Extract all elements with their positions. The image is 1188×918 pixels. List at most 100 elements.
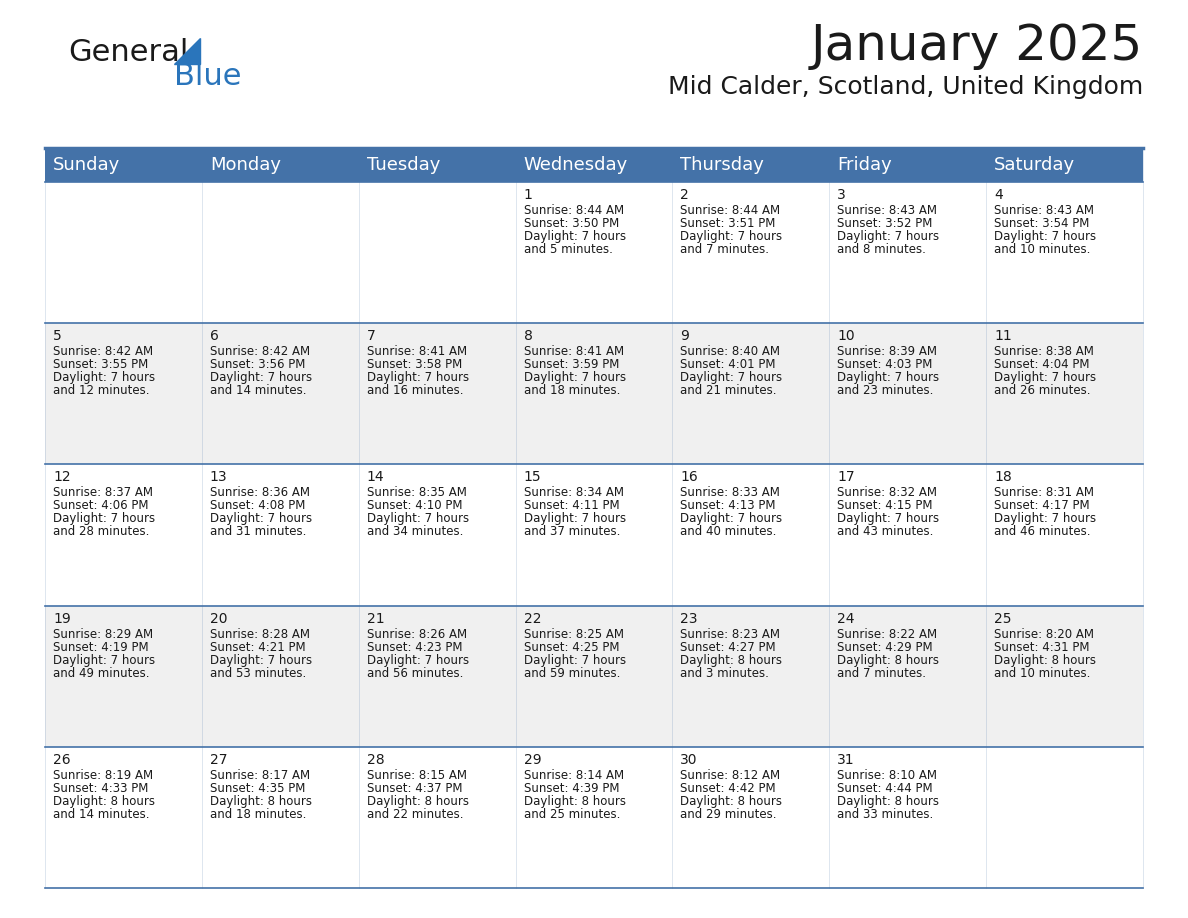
Text: and 18 minutes.: and 18 minutes. bbox=[210, 808, 307, 821]
Text: Daylight: 7 hours: Daylight: 7 hours bbox=[367, 371, 469, 385]
Text: and 8 minutes.: and 8 minutes. bbox=[838, 243, 927, 256]
Text: 22: 22 bbox=[524, 611, 541, 625]
Text: Daylight: 7 hours: Daylight: 7 hours bbox=[681, 371, 783, 385]
Text: 15: 15 bbox=[524, 470, 542, 485]
Text: Daylight: 7 hours: Daylight: 7 hours bbox=[838, 230, 940, 243]
Text: Sunset: 3:56 PM: Sunset: 3:56 PM bbox=[210, 358, 305, 371]
Text: Daylight: 7 hours: Daylight: 7 hours bbox=[367, 512, 469, 525]
Text: and 43 minutes.: and 43 minutes. bbox=[838, 525, 934, 538]
Text: and 53 minutes.: and 53 minutes. bbox=[210, 666, 307, 679]
Text: Sunset: 4:01 PM: Sunset: 4:01 PM bbox=[681, 358, 776, 371]
Text: Daylight: 7 hours: Daylight: 7 hours bbox=[367, 654, 469, 666]
Text: 26: 26 bbox=[53, 753, 70, 767]
Text: Sunrise: 8:41 AM: Sunrise: 8:41 AM bbox=[367, 345, 467, 358]
Text: Sunset: 4:17 PM: Sunset: 4:17 PM bbox=[994, 499, 1089, 512]
Bar bbox=[45, 182, 1143, 323]
Text: Daylight: 7 hours: Daylight: 7 hours bbox=[524, 230, 626, 243]
Text: and 33 minutes.: and 33 minutes. bbox=[838, 808, 934, 821]
Text: Sunset: 4:10 PM: Sunset: 4:10 PM bbox=[367, 499, 462, 512]
Text: 8: 8 bbox=[524, 330, 532, 343]
Text: Sunrise: 8:28 AM: Sunrise: 8:28 AM bbox=[210, 628, 310, 641]
Text: Sunrise: 8:43 AM: Sunrise: 8:43 AM bbox=[838, 204, 937, 217]
Text: Sunrise: 8:22 AM: Sunrise: 8:22 AM bbox=[838, 628, 937, 641]
Text: and 40 minutes.: and 40 minutes. bbox=[681, 525, 777, 538]
Text: Blue: Blue bbox=[173, 62, 241, 91]
Polygon shape bbox=[173, 38, 200, 64]
Text: Thursday: Thursday bbox=[681, 156, 764, 174]
Text: Sunset: 4:27 PM: Sunset: 4:27 PM bbox=[681, 641, 776, 654]
Text: 18: 18 bbox=[994, 470, 1012, 485]
Text: Daylight: 7 hours: Daylight: 7 hours bbox=[210, 654, 312, 666]
Text: 23: 23 bbox=[681, 611, 697, 625]
Text: Sunrise: 8:42 AM: Sunrise: 8:42 AM bbox=[210, 345, 310, 358]
Text: 11: 11 bbox=[994, 330, 1012, 343]
Text: Daylight: 8 hours: Daylight: 8 hours bbox=[681, 654, 783, 666]
Text: Sunset: 4:15 PM: Sunset: 4:15 PM bbox=[838, 499, 933, 512]
Text: 20: 20 bbox=[210, 611, 227, 625]
Text: Sunset: 4:08 PM: Sunset: 4:08 PM bbox=[210, 499, 305, 512]
Text: and 18 minutes.: and 18 minutes. bbox=[524, 385, 620, 397]
Text: Daylight: 8 hours: Daylight: 8 hours bbox=[524, 795, 626, 808]
Text: 14: 14 bbox=[367, 470, 385, 485]
Text: Sunset: 4:29 PM: Sunset: 4:29 PM bbox=[838, 641, 933, 654]
Text: Sunset: 3:52 PM: Sunset: 3:52 PM bbox=[838, 217, 933, 230]
Text: and 31 minutes.: and 31 minutes. bbox=[210, 525, 307, 538]
Text: Daylight: 7 hours: Daylight: 7 hours bbox=[524, 512, 626, 525]
Text: Sunset: 4:33 PM: Sunset: 4:33 PM bbox=[53, 782, 148, 795]
Text: Daylight: 7 hours: Daylight: 7 hours bbox=[53, 654, 156, 666]
Text: and 22 minutes.: and 22 minutes. bbox=[367, 808, 463, 821]
Text: Daylight: 8 hours: Daylight: 8 hours bbox=[367, 795, 469, 808]
Text: 9: 9 bbox=[681, 330, 689, 343]
Text: Sunset: 4:23 PM: Sunset: 4:23 PM bbox=[367, 641, 462, 654]
Text: and 10 minutes.: and 10 minutes. bbox=[994, 243, 1091, 256]
Text: Sunset: 3:54 PM: Sunset: 3:54 PM bbox=[994, 217, 1089, 230]
Text: and 14 minutes.: and 14 minutes. bbox=[210, 385, 307, 397]
Text: Sunrise: 8:34 AM: Sunrise: 8:34 AM bbox=[524, 487, 624, 499]
Text: Sunrise: 8:25 AM: Sunrise: 8:25 AM bbox=[524, 628, 624, 641]
Text: Sunrise: 8:40 AM: Sunrise: 8:40 AM bbox=[681, 345, 781, 358]
Text: Daylight: 7 hours: Daylight: 7 hours bbox=[681, 512, 783, 525]
Text: Sunset: 4:35 PM: Sunset: 4:35 PM bbox=[210, 782, 305, 795]
Bar bbox=[45, 148, 1143, 182]
Text: Sunset: 4:25 PM: Sunset: 4:25 PM bbox=[524, 641, 619, 654]
Text: Sunset: 4:11 PM: Sunset: 4:11 PM bbox=[524, 499, 619, 512]
Text: Sunrise: 8:14 AM: Sunrise: 8:14 AM bbox=[524, 768, 624, 782]
Text: and 26 minutes.: and 26 minutes. bbox=[994, 385, 1091, 397]
Text: Daylight: 8 hours: Daylight: 8 hours bbox=[838, 654, 940, 666]
Text: Sunset: 3:51 PM: Sunset: 3:51 PM bbox=[681, 217, 776, 230]
Text: Daylight: 7 hours: Daylight: 7 hours bbox=[210, 512, 312, 525]
Text: Sunrise: 8:32 AM: Sunrise: 8:32 AM bbox=[838, 487, 937, 499]
Text: 28: 28 bbox=[367, 753, 385, 767]
Text: Sunrise: 8:17 AM: Sunrise: 8:17 AM bbox=[210, 768, 310, 782]
Text: General: General bbox=[68, 38, 189, 67]
Bar bbox=[45, 323, 1143, 465]
Text: and 28 minutes.: and 28 minutes. bbox=[53, 525, 150, 538]
Text: 25: 25 bbox=[994, 611, 1012, 625]
Text: Sunset: 4:19 PM: Sunset: 4:19 PM bbox=[53, 641, 148, 654]
Text: Sunrise: 8:37 AM: Sunrise: 8:37 AM bbox=[53, 487, 153, 499]
Text: 24: 24 bbox=[838, 611, 855, 625]
Text: Sunset: 3:55 PM: Sunset: 3:55 PM bbox=[53, 358, 148, 371]
Text: Sunrise: 8:41 AM: Sunrise: 8:41 AM bbox=[524, 345, 624, 358]
Text: Tuesday: Tuesday bbox=[367, 156, 440, 174]
Text: Sunset: 4:04 PM: Sunset: 4:04 PM bbox=[994, 358, 1089, 371]
Text: Sunset: 3:50 PM: Sunset: 3:50 PM bbox=[524, 217, 619, 230]
Text: Sunrise: 8:12 AM: Sunrise: 8:12 AM bbox=[681, 768, 781, 782]
Text: 17: 17 bbox=[838, 470, 855, 485]
Text: 1: 1 bbox=[524, 188, 532, 202]
Bar bbox=[45, 606, 1143, 747]
Text: Daylight: 7 hours: Daylight: 7 hours bbox=[53, 512, 156, 525]
Text: and 29 minutes.: and 29 minutes. bbox=[681, 808, 777, 821]
Text: Daylight: 8 hours: Daylight: 8 hours bbox=[53, 795, 154, 808]
Text: Sunrise: 8:26 AM: Sunrise: 8:26 AM bbox=[367, 628, 467, 641]
Text: and 25 minutes.: and 25 minutes. bbox=[524, 808, 620, 821]
Text: Sunrise: 8:33 AM: Sunrise: 8:33 AM bbox=[681, 487, 781, 499]
Text: Daylight: 8 hours: Daylight: 8 hours bbox=[681, 795, 783, 808]
Text: and 34 minutes.: and 34 minutes. bbox=[367, 525, 463, 538]
Text: Sunset: 3:58 PM: Sunset: 3:58 PM bbox=[367, 358, 462, 371]
Text: Sunrise: 8:15 AM: Sunrise: 8:15 AM bbox=[367, 768, 467, 782]
Text: Daylight: 8 hours: Daylight: 8 hours bbox=[994, 654, 1097, 666]
Text: Sunrise: 8:20 AM: Sunrise: 8:20 AM bbox=[994, 628, 1094, 641]
Text: Saturday: Saturday bbox=[994, 156, 1075, 174]
Text: and 59 minutes.: and 59 minutes. bbox=[524, 666, 620, 679]
